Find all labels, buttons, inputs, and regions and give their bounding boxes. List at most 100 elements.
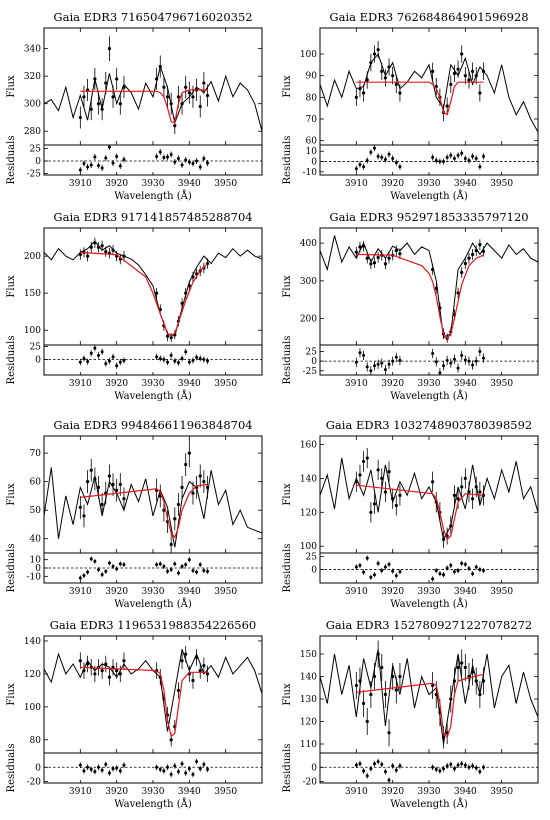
data-points xyxy=(354,447,486,548)
residual-point xyxy=(180,163,184,167)
data-point xyxy=(111,95,115,99)
residual-point xyxy=(187,767,191,771)
residual-point xyxy=(376,561,380,565)
data-point xyxy=(122,254,126,258)
y-tick-label: 60 xyxy=(306,137,318,147)
x-tick-label: 3920 xyxy=(381,587,404,597)
y-tick-label: 300 xyxy=(24,100,41,110)
y-tick-label: 140 xyxy=(300,474,317,484)
residual-point xyxy=(89,557,93,561)
residual-point xyxy=(180,564,184,568)
data-point xyxy=(438,306,442,310)
data-point xyxy=(100,502,104,507)
data-point xyxy=(195,655,199,660)
panel-title: Gaia EDR3 762684864901596928 xyxy=(329,10,528,24)
residual-point xyxy=(187,360,191,364)
residual-point xyxy=(362,165,366,169)
residual-point xyxy=(445,764,449,768)
model-line xyxy=(80,483,208,539)
data-point xyxy=(205,485,210,489)
data-point xyxy=(155,77,159,81)
residual-y-tick-label: 0 xyxy=(35,157,41,167)
data-point xyxy=(460,661,464,665)
residual-point xyxy=(474,359,478,363)
data-point xyxy=(158,64,162,69)
residual-y-tick-label: 25 xyxy=(30,343,42,353)
data-point xyxy=(100,669,104,673)
residual-point xyxy=(115,155,119,158)
y-tick-label: 340 xyxy=(24,45,41,55)
data-point xyxy=(376,48,380,52)
y-tick-label: 110 xyxy=(300,740,317,750)
residual-point xyxy=(449,563,453,567)
model-line xyxy=(356,81,484,116)
x-tick-label: 3920 xyxy=(105,587,128,597)
residual-point xyxy=(431,155,435,159)
residual-y-tick-label: 10 xyxy=(306,147,318,157)
residual-point xyxy=(158,562,162,566)
data-point xyxy=(191,95,195,99)
residual-point xyxy=(118,360,122,364)
data-point xyxy=(205,93,210,98)
residual-point xyxy=(206,359,209,363)
residual-point xyxy=(198,767,202,771)
data-point xyxy=(191,491,195,495)
residual-point xyxy=(394,574,398,578)
data-point xyxy=(107,47,111,51)
residual-axes-frame xyxy=(319,552,539,584)
data-point xyxy=(93,77,97,81)
data-point xyxy=(202,480,206,484)
data-point xyxy=(187,91,191,95)
data-point xyxy=(96,245,101,249)
residuals-axis-label: Residuals xyxy=(282,336,293,385)
x-tick-label: 3940 xyxy=(178,379,201,389)
residual-point xyxy=(467,765,471,769)
residual-point xyxy=(365,159,369,163)
residual-point xyxy=(358,163,362,167)
x-tick-label: 3950 xyxy=(490,379,513,389)
y-tick-label: 200 xyxy=(24,252,41,262)
x-tick-label: 3930 xyxy=(418,379,441,389)
data-point xyxy=(162,508,166,512)
data-point xyxy=(169,335,173,340)
residual-point xyxy=(122,359,126,363)
residual-point xyxy=(107,771,111,775)
y-tick-label: 80 xyxy=(30,736,42,746)
residual-point xyxy=(478,770,482,774)
data-point xyxy=(86,480,90,484)
residual-point xyxy=(478,165,482,169)
residual-point xyxy=(104,569,108,573)
y-tick-label: 70 xyxy=(30,449,42,459)
model-line xyxy=(80,251,208,337)
residual-point xyxy=(449,153,453,157)
residual-point xyxy=(158,150,162,154)
residual-point xyxy=(442,767,446,771)
residual-point xyxy=(380,569,384,573)
data-point xyxy=(180,102,184,106)
y-tick-label: 90 xyxy=(306,72,318,82)
residual-point xyxy=(78,763,82,767)
data-point xyxy=(169,542,173,547)
residual-point xyxy=(158,356,162,360)
data-point xyxy=(184,462,188,467)
residual-axes-frame xyxy=(319,144,539,176)
residual-point xyxy=(460,353,464,357)
x-tick-label: 3930 xyxy=(142,587,165,597)
model-line xyxy=(80,666,208,738)
data-point xyxy=(354,95,358,99)
residual-point xyxy=(460,151,464,155)
data-point xyxy=(354,250,358,254)
residual-y-tick-label: 25 xyxy=(306,553,318,563)
residual-point xyxy=(169,772,173,776)
residual-point xyxy=(82,356,86,360)
x-tick-label: 3950 xyxy=(490,787,513,797)
data-point xyxy=(471,69,475,73)
data-point xyxy=(481,249,486,253)
residual-point xyxy=(482,569,485,573)
residual-point xyxy=(460,762,464,766)
data-point xyxy=(82,514,86,518)
x-tick-label: 3910 xyxy=(69,179,92,189)
data-point xyxy=(115,77,119,81)
residual-point xyxy=(369,575,373,579)
residual-point xyxy=(122,763,126,767)
